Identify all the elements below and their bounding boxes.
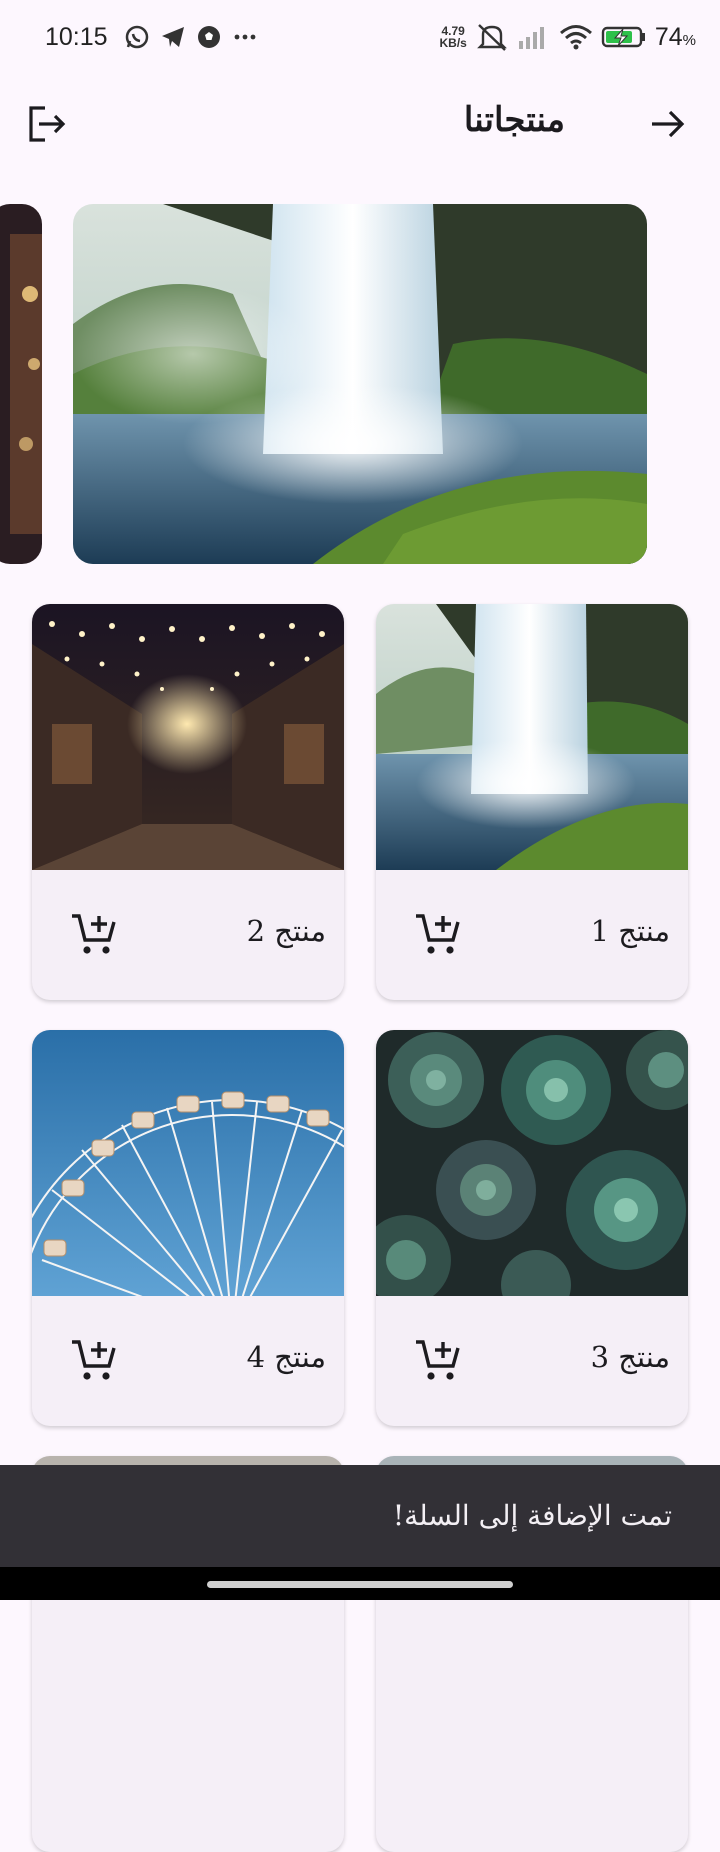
product-name: منتج 4 [246,1340,326,1374]
product-card[interactable]: منتج 3 [376,1030,688,1426]
product-card[interactable]: منتج 4 [32,1030,344,1426]
net-speed: 4.79 KB/s [439,24,467,50]
mute-icon [476,24,507,51]
snackbar-message: تمت الإضافة إلى السلة! [392,1499,672,1532]
carousel-slide-waterfall[interactable] [73,204,647,564]
product-name: منتج 3 [590,1340,670,1374]
product-image-succulents [376,1030,688,1320]
add-to-cart-icon[interactable] [70,1336,118,1384]
page-title: منتجاتنا [463,100,565,140]
product-image-ferris-wheel [32,1030,344,1426]
home-gesture-handle[interactable] [207,1581,513,1588]
telegram-icon [162,27,184,47]
more-icon [234,34,256,40]
app-bar: منتجاتنا [0,80,720,166]
add-to-cart-icon[interactable] [70,910,118,958]
carousel-slide-street[interactable] [0,204,42,564]
soccer-icon [198,26,220,48]
image-carousel[interactable] [0,204,720,564]
wifi-icon [559,25,592,50]
battery-percent: 74% [654,22,696,51]
status-time: 10:15 [45,23,108,51]
logout-icon[interactable] [25,102,69,146]
product-image-waterfall [376,604,688,870]
add-to-cart-icon[interactable] [414,1336,462,1384]
arrow-right-icon[interactable] [646,102,690,146]
battery-charging-icon [601,26,645,48]
status-bar: 10:15 4.79 KB/s [0,0,720,78]
product-image-street [32,604,344,870]
signal-icon [518,27,544,49]
snackbar: تمت الإضافة إلى السلة! [0,1465,720,1567]
whatsapp-icon [125,25,149,49]
product-card[interactable]: منتج 1 [376,604,688,1000]
product-name: منتج 2 [246,914,326,948]
product-card[interactable]: منتج 2 [32,604,344,1000]
product-name: منتج 1 [590,914,670,948]
add-to-cart-icon[interactable] [414,910,462,958]
system-nav-bar [0,1567,720,1600]
